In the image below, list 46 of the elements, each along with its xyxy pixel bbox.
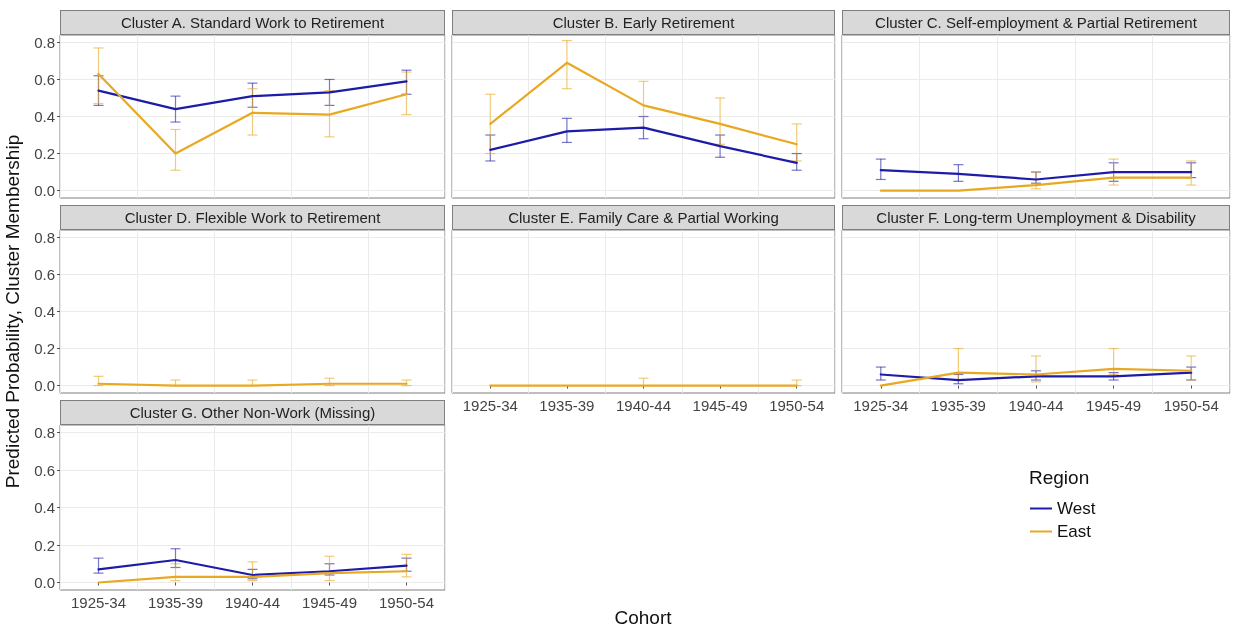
x-tick-label: 1940-44	[224, 594, 281, 611]
chart-title: Cluster B. Early Retirement	[452, 10, 835, 35]
legend-label: West	[1057, 499, 1096, 518]
y-tick-label: 0.0	[34, 377, 55, 395]
y-tick-label: 0.6	[34, 461, 55, 479]
y-tick-label: 0.4	[34, 303, 55, 320]
y-tick-label: 0.0	[34, 574, 55, 591]
x-tick-label: 1935-39	[930, 397, 986, 414]
y-tick-label: 0.8	[34, 424, 55, 441]
x-axis-title: Cohort	[614, 607, 673, 628]
chart-title: Cluster A. Standard Work to Retirement	[60, 10, 445, 35]
y-tick-label: 0.8	[34, 228, 55, 246]
legend-label: East	[1057, 522, 1092, 541]
y-axis-title: Predicted Probability, Cluster Membership	[2, 134, 23, 489]
line-series	[97, 570, 408, 584]
x-tick-label: 1940-44	[615, 397, 672, 414]
chart-title: Cluster G. Other Non-Work (Missing)	[60, 400, 445, 425]
x-tick-label: 1945-49	[301, 594, 358, 611]
chart-title: Cluster F. Long-term Unemployment & Disability	[842, 205, 1230, 230]
y-tick-label: 0.8	[34, 33, 55, 51]
x-tick-label: 1925-34	[462, 397, 518, 414]
y-tick-label: 0.6	[34, 265, 55, 283]
line-series	[97, 72, 408, 155]
line-series	[97, 558, 408, 577]
y-tick-label: 0.2	[34, 145, 55, 163]
y-tick-label: 0.2	[34, 536, 55, 554]
x-tick-label: 1950-54	[1163, 397, 1219, 414]
x-tick-label: 1935-39	[147, 594, 204, 611]
chart-title: Cluster D. Flexible Work to Retirement	[60, 205, 445, 230]
x-tick-label: 1940-44	[1008, 397, 1064, 414]
x-tick-label: 1945-49	[1086, 397, 1142, 414]
y-tick-label: 0.4	[34, 499, 55, 516]
x-tick-label: 1935-39	[539, 397, 595, 414]
y-tick-label: 0.2	[34, 340, 55, 358]
x-tick-label: 1925-34	[853, 397, 909, 414]
x-tick-label: 1945-49	[692, 397, 748, 414]
y-tick-label: 0.0	[34, 182, 55, 200]
y-tick-label: 0.6	[34, 70, 55, 88]
legend-title: Region	[1029, 467, 1090, 488]
x-tick-label: 1950-54	[769, 397, 825, 414]
x-tick-label: 1925-34	[70, 594, 127, 611]
chart-title: Cluster E. Family Care & Partial Working	[452, 205, 835, 230]
x-tick-label: 1950-54	[378, 594, 435, 611]
line-series	[97, 80, 408, 111]
y-tick-label: 0.4	[34, 108, 55, 125]
chart-title: Cluster C. Self-employment & Partial Retirement	[842, 10, 1230, 35]
